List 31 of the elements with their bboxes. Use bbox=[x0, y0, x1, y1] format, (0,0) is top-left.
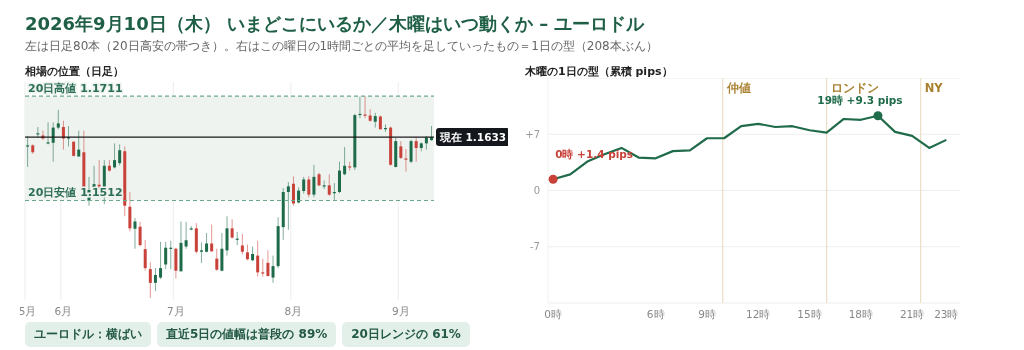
ref-line-label: 仲値 bbox=[725, 81, 751, 95]
x-tick-label: 23時 bbox=[934, 308, 959, 321]
ref-line-label: 20日高値 1.1711 bbox=[28, 82, 123, 96]
annotation: 0時 +1.4 pips bbox=[555, 148, 634, 161]
ref-line-label: ロンドン bbox=[830, 81, 879, 95]
x-tick-label: 8月 bbox=[284, 305, 303, 318]
ref-line-label: NY bbox=[924, 81, 944, 95]
text: 直近5日の値幅は普段の 89% bbox=[157, 322, 337, 347]
text: 左は日足80本（20日高安の帯つき）。右はこの曜日の1時間ごとの平均を足していったもの＝1日の型（208本ぶん） bbox=[25, 38, 658, 55]
chart-title: 相場の位置（日足） bbox=[25, 64, 125, 78]
text: 20日レンジの 61% bbox=[342, 322, 470, 347]
x-tick-label: 9時 bbox=[698, 308, 716, 321]
x-tick-label: 0時 bbox=[544, 308, 562, 321]
x-tick-label: 15時 bbox=[797, 308, 822, 321]
text: 2026年9月10日（木） いまどこにいるか／木曜はいつ動くか – ユーロドル bbox=[25, 12, 646, 36]
x-tick-label: 21時 bbox=[899, 308, 925, 321]
candlestick bbox=[322, 180, 326, 190]
x-tick-label: 6時 bbox=[646, 308, 665, 321]
y-tick-label: -7 bbox=[530, 241, 540, 253]
x-tick-label: 5月 bbox=[18, 305, 37, 318]
annotation: 19時 +9.3 pips bbox=[817, 93, 903, 106]
text: ユーロドル：横ばい bbox=[25, 322, 151, 347]
x-tick-label: 7月 bbox=[166, 305, 185, 318]
x-tick-label: 12時 bbox=[746, 308, 771, 321]
x-tick-label: 6月 bbox=[54, 305, 73, 318]
ref-line-label: 現在 1.1633 bbox=[438, 131, 507, 144]
x-tick-label: 9月 bbox=[391, 305, 410, 318]
x-tick-label: 18時 bbox=[848, 308, 874, 321]
y-tick-label: 0 bbox=[533, 185, 540, 197]
y-tick-label: +7 bbox=[525, 128, 540, 140]
chart-title: 木曜の1日の型（累積 pips） bbox=[525, 64, 674, 78]
